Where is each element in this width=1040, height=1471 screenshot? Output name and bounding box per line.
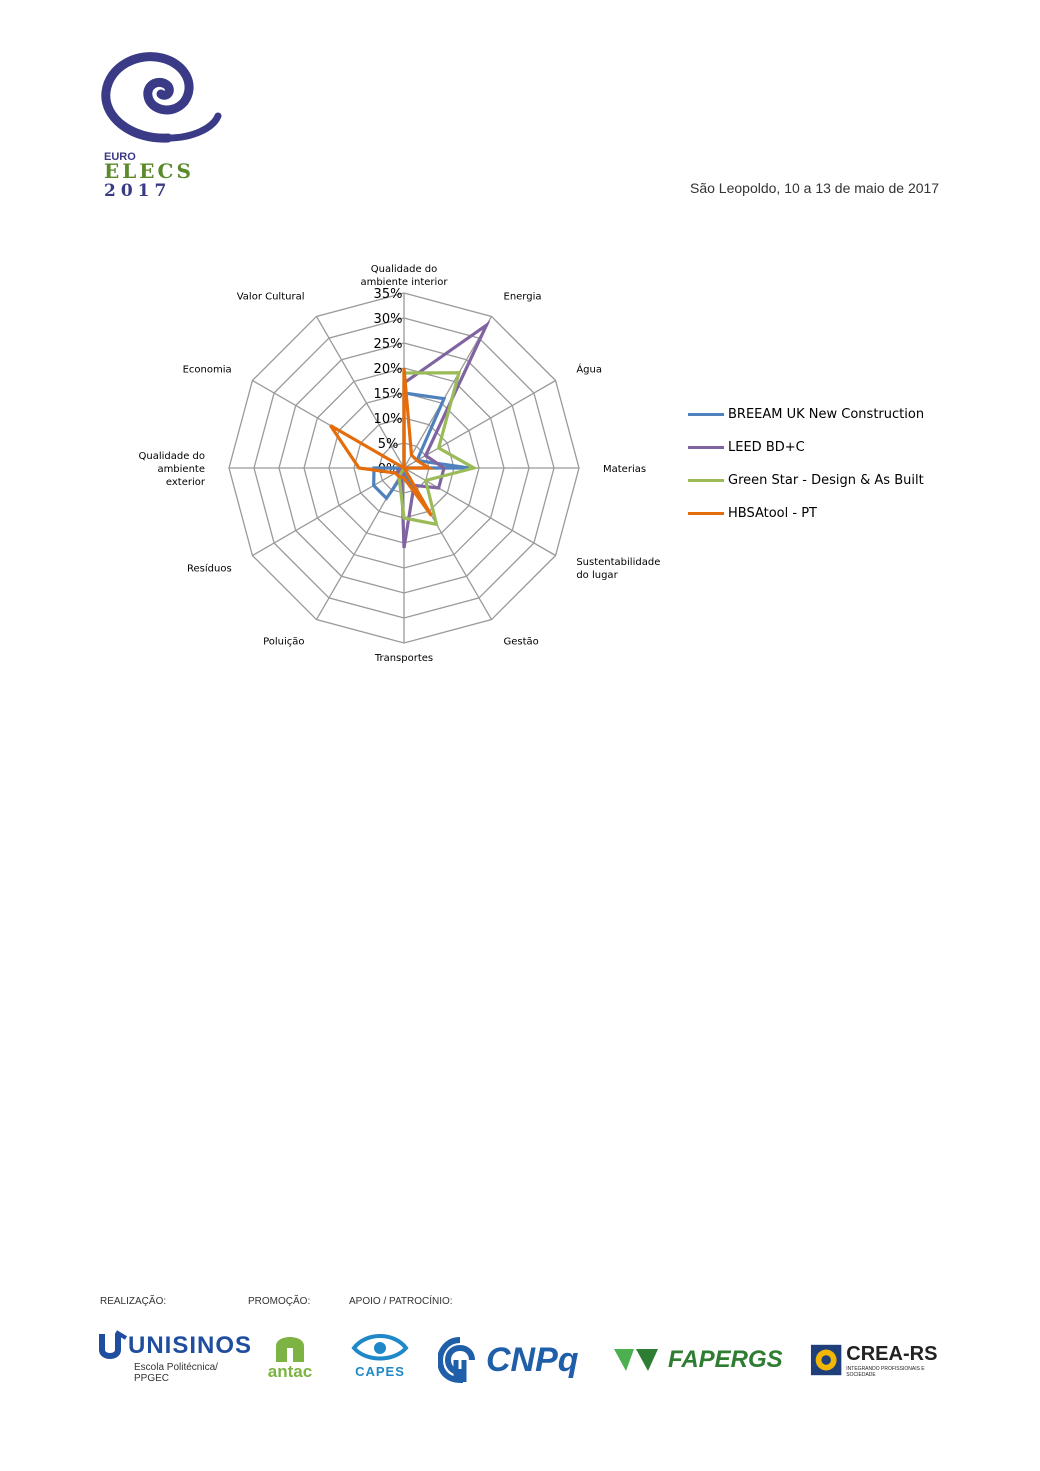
- legend-swatch-greenstar: [688, 479, 724, 482]
- unisinos-name: UNISINOS: [128, 1332, 253, 1359]
- category-label-6: Transportes: [374, 653, 433, 664]
- category-label-1: Energia: [504, 292, 542, 303]
- unisinos-sub1: Escola Politécnica/: [134, 1362, 218, 1373]
- spoke-1: [403, 316, 493, 469]
- capes-eye-icon: [351, 1334, 409, 1361]
- category-label-4: Sustentabilidade do lugar: [576, 557, 660, 581]
- category-label-8: Resíduos: [187, 563, 232, 575]
- antac-logo: antac: [254, 1330, 326, 1390]
- tick-label-6: 30%: [374, 312, 403, 327]
- series-line-2: [397, 371, 479, 527]
- category-label-0: Qualidade do ambiente interior: [360, 264, 448, 288]
- realizacao-label: REALIZAÇÃO:: [100, 1296, 167, 1307]
- fapergs-name: FAPERGS: [668, 1346, 783, 1373]
- category-label-7: Poluição: [263, 636, 304, 647]
- fapergs-icon: [614, 1349, 658, 1371]
- capes-logo: CAPES: [347, 1330, 413, 1390]
- logo-line2: ELECS: [104, 159, 194, 183]
- cnpq-icon: [438, 1337, 475, 1384]
- radar-chart: 0%5%10%15%20%25%30%35%Qualidade do ambien…: [138, 264, 660, 664]
- euro-elecs-logo: EURO ELECS 2017: [98, 50, 228, 201]
- unisinos-u-icon: [99, 1330, 128, 1359]
- promocao-label: PROMOÇÃO:: [248, 1296, 311, 1307]
- legend-swatch-leed: [688, 446, 724, 449]
- chart-legend: BREEAM UK New Construction LEED BD+C Gre…: [688, 398, 924, 530]
- legend-item-breeam: BREEAM UK New Construction: [688, 398, 924, 431]
- category-label-5: Gestão: [504, 636, 539, 647]
- antac-arch-icon: [276, 1337, 304, 1362]
- unisinos-logo: UNISINOS Escola Politécnica/ PPGEC: [98, 1330, 251, 1390]
- spoke-2: [403, 379, 556, 469]
- tick-label-4: 20%: [374, 362, 403, 377]
- fapergs-logo: FAPERGS: [612, 1330, 787, 1390]
- spoke-11: [315, 316, 405, 469]
- cnpq-logo: CNPq: [438, 1330, 590, 1390]
- spoke-8: [252, 467, 405, 557]
- category-label-11: Valor Cultural: [237, 292, 305, 303]
- category-label-3: Materias: [603, 464, 646, 475]
- tick-label-7: 35%: [374, 287, 403, 302]
- legend-label-hbsatool: HBSAtool - PT: [728, 506, 817, 521]
- capes-name: CAPES: [355, 1364, 405, 1379]
- legend-item-leed: LEED BD+C: [688, 431, 924, 464]
- cnpq-name: CNPq: [486, 1340, 579, 1379]
- tick-label-3: 15%: [374, 387, 403, 402]
- category-label-2: Água: [576, 363, 602, 376]
- crea-name: CREA-RS: [846, 1342, 938, 1365]
- crea-sub: INTEGRANDO PROFISSIONAIS E SOCIEDADE: [846, 1365, 925, 1378]
- crea-rs-logo: CREA-RS INTEGRANDO PROFISSIONAIS E SOCIE…: [810, 1330, 950, 1390]
- legend-label-leed: LEED BD+C: [728, 440, 805, 455]
- legend-swatch-hbsatool: [688, 512, 724, 515]
- legend-item-greenstar: Green Star - Design & As Built: [688, 464, 924, 497]
- category-label-10: Economia: [183, 365, 232, 376]
- antac-name: antac: [267, 1362, 313, 1381]
- legend-label-greenstar: Green Star - Design & As Built: [728, 473, 924, 488]
- crea-seal-icon: [810, 1344, 842, 1376]
- spiral-logo-icon: EURO ELECS 2017: [101, 52, 222, 201]
- tick-label-1: 5%: [378, 437, 399, 452]
- tick-label-2: 10%: [374, 412, 403, 427]
- apoio-label: APOIO / PATROCÍNIO:: [349, 1296, 453, 1307]
- event-date: São Leopoldo, 10 a 13 de maio de 2017: [690, 180, 940, 196]
- legend-label-breeam: BREEAM UK New Construction: [728, 407, 925, 422]
- logo-line3: 2017: [104, 181, 171, 200]
- footer-sponsors: REALIZAÇÃO: PROMOÇÃO: APOIO / PATROCÍNIO…: [0, 1290, 1040, 1440]
- spoke-4: [403, 467, 556, 557]
- legend-swatch-breeam: [688, 413, 724, 416]
- logo-line1: EURO: [104, 151, 136, 163]
- tick-label-5: 25%: [374, 337, 403, 352]
- category-label-9: Qualidade do ambiente exterior: [138, 451, 205, 488]
- unisinos-sub2: PPGEC: [134, 1373, 170, 1384]
- legend-item-hbsatool: HBSAtool - PT: [688, 497, 924, 530]
